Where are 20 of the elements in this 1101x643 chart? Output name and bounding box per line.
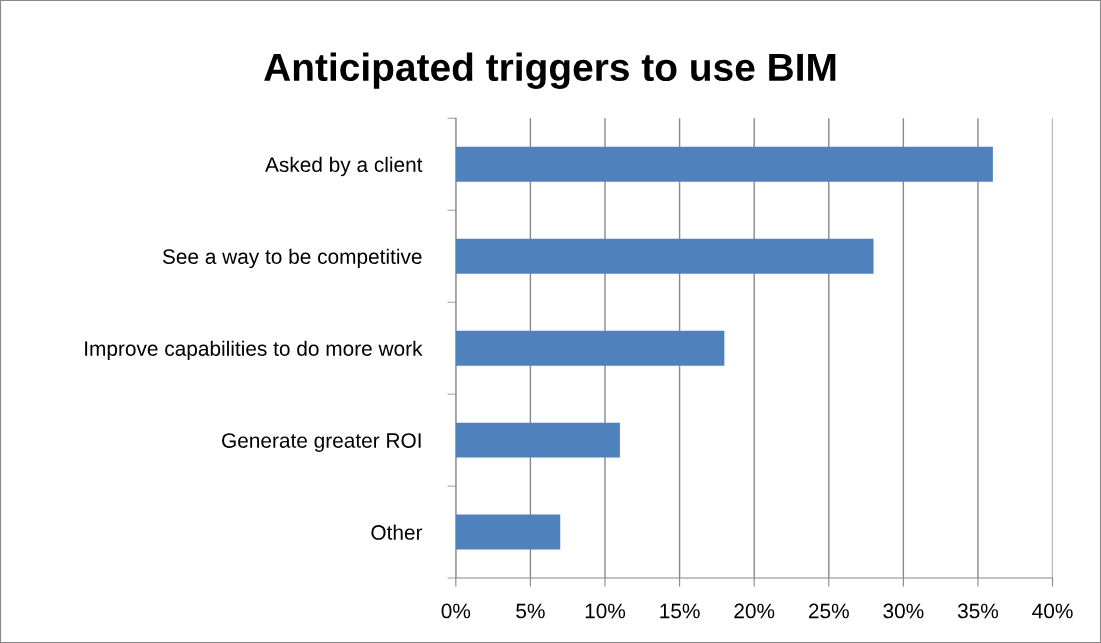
bar [455,514,561,550]
x-tick-label: 5% [516,603,545,619]
x-tick-label: 25% [808,603,849,619]
x-tick-label: 0% [441,603,471,619]
bar [455,330,725,366]
y-tick-label: Asked by a client [265,156,423,177]
x-tick-label: 10% [585,603,626,619]
y-tick-label: Generate greater ROI [222,433,421,453]
x-tick-label: 30% [883,603,924,619]
chart-title: Anticipated triggers to use BIM [264,52,836,89]
y-tick-label: Improve capabilities to do more work [85,340,423,361]
y-tick-label: See a way to be competitive [162,248,422,269]
x-tick-label: 35% [957,603,999,619]
bar [455,422,620,458]
x-tick-label: 15% [660,603,700,619]
bar [455,238,874,274]
bar [455,146,993,182]
y-tick-label: Other [371,524,423,540]
x-tick-label: 20% [734,603,775,619]
x-tick-label: 40% [1032,603,1073,619]
